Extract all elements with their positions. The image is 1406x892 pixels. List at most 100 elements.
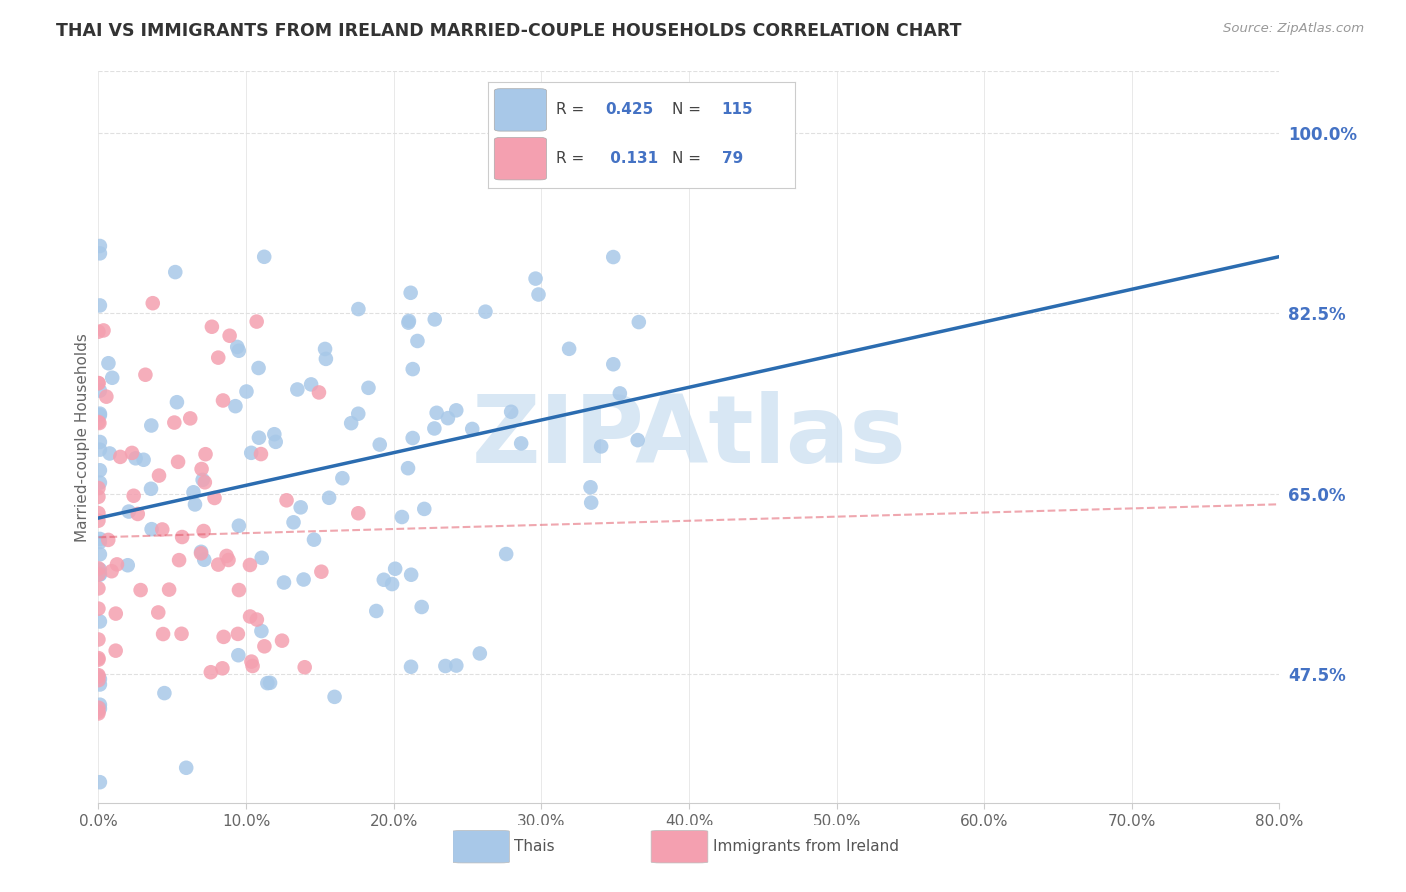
Point bbox=[384, 562, 406, 576]
Point bbox=[127, 507, 149, 521]
Point bbox=[437, 411, 460, 425]
Point bbox=[89, 547, 111, 561]
Point bbox=[129, 583, 152, 598]
Point bbox=[191, 473, 214, 487]
Point bbox=[148, 606, 170, 620]
Point bbox=[121, 446, 143, 460]
Point bbox=[89, 532, 111, 546]
Point bbox=[122, 489, 145, 503]
Point bbox=[218, 553, 240, 567]
Point bbox=[253, 250, 276, 264]
Point bbox=[87, 669, 110, 683]
Point bbox=[247, 431, 270, 445]
Point bbox=[89, 384, 111, 398]
Y-axis label: Married-couple Households: Married-couple Households bbox=[75, 333, 90, 541]
Point bbox=[201, 319, 224, 334]
Point bbox=[89, 567, 111, 582]
Point bbox=[368, 437, 391, 451]
Point bbox=[89, 442, 111, 457]
Point bbox=[166, 395, 188, 409]
Point bbox=[87, 582, 110, 596]
Point bbox=[96, 390, 118, 404]
Point bbox=[190, 545, 212, 559]
Point bbox=[226, 627, 249, 641]
Point bbox=[89, 475, 111, 490]
Point bbox=[357, 381, 380, 395]
Point bbox=[193, 524, 215, 538]
Point bbox=[184, 498, 207, 512]
Point bbox=[87, 601, 110, 615]
Point bbox=[163, 416, 186, 430]
Point bbox=[194, 447, 217, 461]
Text: Source: ZipAtlas.com: Source: ZipAtlas.com bbox=[1223, 22, 1364, 36]
Point bbox=[141, 522, 163, 536]
Point bbox=[89, 239, 111, 253]
Point bbox=[461, 422, 484, 436]
Point bbox=[250, 624, 273, 638]
Point bbox=[174, 761, 197, 775]
Point bbox=[399, 285, 422, 300]
Point bbox=[224, 399, 246, 413]
Point bbox=[318, 491, 340, 505]
Point bbox=[240, 655, 263, 669]
Point bbox=[308, 385, 330, 400]
Point bbox=[398, 314, 420, 328]
Point bbox=[239, 558, 262, 572]
Point bbox=[228, 582, 250, 597]
Text: THAI VS IMMIGRANTS FROM IRELAND MARRIED-COUPLE HOUSEHOLDS CORRELATION CHART: THAI VS IMMIGRANTS FROM IRELAND MARRIED-… bbox=[56, 22, 962, 40]
Point bbox=[366, 604, 388, 618]
Point bbox=[228, 648, 250, 663]
Point bbox=[468, 647, 491, 661]
Point bbox=[228, 343, 250, 358]
Point bbox=[411, 599, 433, 614]
Point bbox=[204, 491, 226, 505]
Point bbox=[264, 434, 287, 449]
Point bbox=[302, 533, 325, 547]
Point bbox=[87, 700, 110, 714]
Point bbox=[426, 406, 449, 420]
Point bbox=[89, 535, 111, 549]
Point bbox=[87, 653, 110, 667]
Point bbox=[340, 416, 363, 430]
Point bbox=[87, 481, 110, 495]
Point bbox=[179, 411, 201, 425]
Point bbox=[165, 265, 187, 279]
Point bbox=[292, 573, 315, 587]
Point bbox=[558, 342, 581, 356]
Point bbox=[510, 436, 533, 450]
Point bbox=[311, 565, 333, 579]
Point bbox=[89, 463, 111, 477]
Point bbox=[132, 452, 155, 467]
Point bbox=[104, 607, 127, 621]
Point bbox=[602, 250, 624, 264]
Point bbox=[134, 368, 156, 382]
Point bbox=[495, 547, 517, 561]
Point bbox=[423, 421, 446, 435]
Point bbox=[247, 361, 270, 376]
Point bbox=[212, 393, 235, 408]
Point bbox=[98, 446, 121, 460]
Point bbox=[391, 510, 413, 524]
Point bbox=[200, 665, 222, 680]
Point bbox=[100, 564, 122, 578]
Point bbox=[228, 518, 250, 533]
Point bbox=[250, 550, 273, 565]
Point bbox=[413, 502, 436, 516]
Point bbox=[87, 651, 110, 665]
Point bbox=[323, 690, 346, 704]
Point bbox=[104, 643, 127, 657]
Point bbox=[89, 434, 111, 449]
Point bbox=[148, 468, 170, 483]
Point bbox=[89, 298, 111, 312]
Point bbox=[630, 126, 652, 140]
Point bbox=[87, 376, 110, 391]
Point bbox=[283, 516, 305, 530]
Point bbox=[402, 431, 425, 445]
Point bbox=[89, 677, 111, 691]
Point bbox=[347, 506, 370, 520]
Text: ZIPAtlas: ZIPAtlas bbox=[471, 391, 907, 483]
Point bbox=[256, 676, 278, 690]
Point bbox=[406, 334, 429, 348]
Point bbox=[259, 675, 281, 690]
Point bbox=[89, 672, 111, 686]
